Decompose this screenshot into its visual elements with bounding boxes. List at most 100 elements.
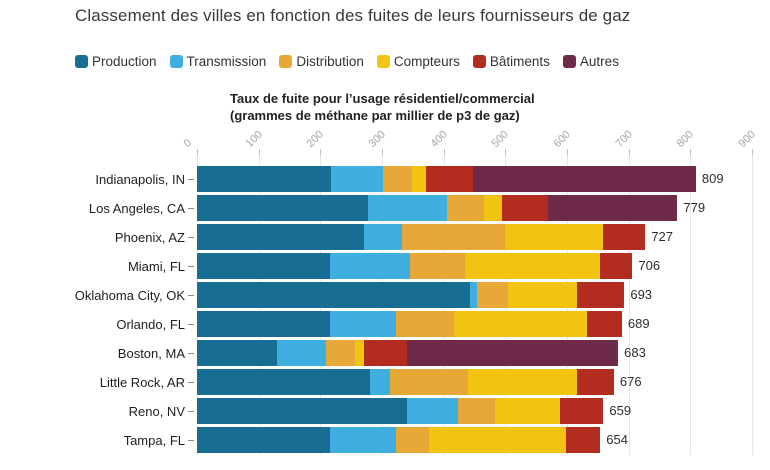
- bar-segment-compteurs[interactable]: [464, 253, 601, 279]
- legend: Production Transmission Distribution Compte…: [75, 54, 619, 69]
- bar-segment-bâtiments[interactable]: [577, 369, 614, 395]
- bar-segment-bâtiments[interactable]: [501, 195, 548, 221]
- bar-segment-compteurs[interactable]: [428, 427, 567, 453]
- city-label: Orlando, FL: [116, 316, 185, 332]
- bar-segment-distribution[interactable]: [401, 224, 506, 250]
- bar-segment-transmission[interactable]: [364, 224, 402, 250]
- bar-segment-bâtiments[interactable]: [560, 398, 604, 424]
- bar-segment-bâtiments[interactable]: [587, 311, 622, 337]
- bar-row: [197, 224, 646, 250]
- bar-segment-distribution[interactable]: [383, 166, 412, 192]
- city-label: Reno, NV: [128, 403, 185, 419]
- x-axis-title-line2: (grammes de méthane par millier de p3 de…: [230, 108, 520, 123]
- bar-row: [197, 166, 696, 192]
- bar-segment-compteurs[interactable]: [505, 224, 603, 250]
- bar-segment-transmission[interactable]: [331, 166, 384, 192]
- bar-segment-production[interactable]: [197, 253, 331, 279]
- x-axis-title: Taux de fuite pour l’usage résidentiel/c…: [230, 90, 535, 124]
- y-tick-mark: [188, 179, 194, 180]
- legend-label: Production: [92, 54, 157, 69]
- legend-swatch-icon: [562, 55, 576, 68]
- bar-segment-bâtiments[interactable]: [364, 340, 408, 366]
- bar-segment-transmission[interactable]: [470, 282, 477, 308]
- value-label: 689: [627, 316, 650, 331]
- x-tick-label-text: 100: [243, 128, 265, 150]
- y-tick-mark: [188, 382, 194, 383]
- bar-segment-transmission[interactable]: [368, 195, 448, 221]
- bar-segment-bâtiments[interactable]: [602, 224, 646, 250]
- x-tick-mark: [752, 149, 753, 155]
- x-tick-mark: [197, 149, 198, 155]
- bar-segment-autres[interactable]: [547, 195, 678, 221]
- x-tick-label-text: 200: [304, 128, 327, 150]
- bar-segment-production[interactable]: [197, 311, 331, 337]
- bar-segment-bâtiments[interactable]: [566, 427, 601, 453]
- bar-segment-bâtiments[interactable]: [577, 282, 625, 308]
- bar-segment-production[interactable]: [197, 398, 407, 424]
- x-tick-mark: [382, 149, 383, 155]
- bar-segment-distribution[interactable]: [447, 195, 484, 221]
- bar-segment-production[interactable]: [197, 166, 332, 192]
- bar-segment-compteurs[interactable]: [354, 340, 365, 366]
- bar-row: [197, 427, 601, 453]
- value-label: 676: [619, 374, 642, 389]
- bar-segment-transmission[interactable]: [277, 340, 327, 366]
- bar-segment-transmission[interactable]: [329, 427, 396, 453]
- bar-segment-production[interactable]: [197, 340, 278, 366]
- x-tick-label-text: 600: [551, 128, 573, 150]
- y-tick-mark: [188, 411, 194, 412]
- city-label: Indianapolis, IN: [95, 171, 185, 187]
- legend-item-autres[interactable]: Autres: [562, 54, 619, 69]
- city-label: Phoenix, AZ: [114, 229, 185, 245]
- legend-swatch-icon: [169, 55, 183, 68]
- value-label: 683: [624, 345, 646, 360]
- legend-item-distribution[interactable]: Distribution: [279, 54, 364, 69]
- bar-segment-production[interactable]: [197, 195, 369, 221]
- bar-segment-distribution[interactable]: [458, 398, 496, 424]
- bar-segment-transmission[interactable]: [406, 398, 459, 424]
- x-tick-label-text: 300: [366, 128, 388, 150]
- bar-segment-distribution[interactable]: [326, 340, 355, 366]
- x-tick-label-text: 400: [428, 128, 450, 150]
- bar-segment-autres[interactable]: [472, 166, 696, 192]
- value-label: 654: [606, 432, 628, 447]
- bar-segment-transmission[interactable]: [330, 253, 410, 279]
- bar-segment-distribution[interactable]: [390, 369, 468, 395]
- bar-segment-compteurs[interactable]: [483, 195, 502, 221]
- bar-segment-bâtiments[interactable]: [426, 166, 473, 192]
- bar-segment-autres[interactable]: [407, 340, 619, 366]
- bar-segment-distribution[interactable]: [476, 282, 509, 308]
- bar-segment-compteurs[interactable]: [453, 311, 588, 337]
- y-tick-mark: [188, 208, 194, 209]
- city-label: Miami, FL: [127, 258, 185, 274]
- bar-segment-compteurs[interactable]: [495, 398, 561, 424]
- bar-segment-compteurs[interactable]: [411, 166, 427, 192]
- x-tick-mark: [567, 149, 568, 155]
- x-tick-label-text: 900: [736, 128, 758, 150]
- bar-segment-production[interactable]: [197, 224, 365, 250]
- bar-segment-distribution[interactable]: [395, 311, 454, 337]
- bar-segment-transmission[interactable]: [370, 369, 390, 395]
- bar-row: [197, 195, 678, 221]
- legend-label: Distribution: [296, 54, 364, 69]
- legend-item-transmission[interactable]: Transmission: [169, 54, 266, 69]
- y-tick-mark: [188, 440, 194, 441]
- legend-swatch-icon: [75, 55, 88, 68]
- legend-label: Compteurs: [393, 54, 460, 69]
- value-label: 779: [683, 200, 706, 215]
- gridline: [628, 155, 630, 455]
- legend-item-compteurs[interactable]: Compteurs: [376, 54, 460, 69]
- legend-item-bâtiments[interactable]: Bâtiments: [472, 54, 550, 69]
- x-tick-mark: [258, 149, 260, 155]
- bar-segment-production[interactable]: [197, 427, 330, 453]
- bar-segment-compteurs[interactable]: [508, 282, 578, 308]
- bar-segment-production[interactable]: [197, 282, 471, 308]
- bar-segment-distribution[interactable]: [395, 427, 429, 453]
- bar-segment-transmission[interactable]: [330, 311, 396, 337]
- bar-segment-distribution[interactable]: [409, 253, 465, 279]
- bar-segment-bâtiments[interactable]: [600, 253, 633, 279]
- legend-item-production[interactable]: Production: [75, 54, 157, 69]
- bar-segment-compteurs[interactable]: [467, 369, 578, 395]
- bar-segment-production[interactable]: [197, 369, 371, 395]
